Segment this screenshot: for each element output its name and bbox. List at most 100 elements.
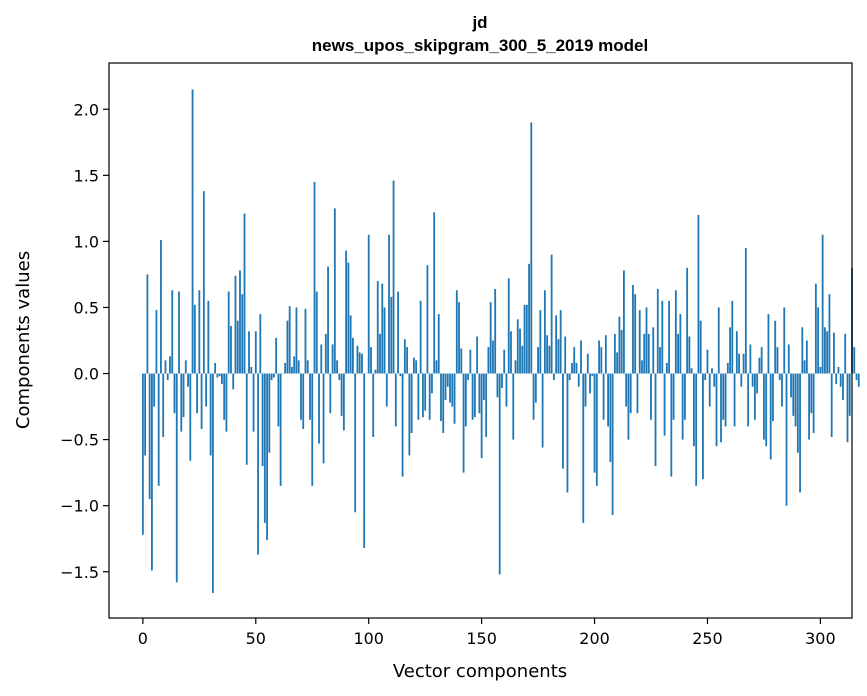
bar-250 — [706, 349, 709, 374]
bar-31 — [211, 373, 214, 593]
bar-201 — [595, 373, 598, 486]
bar-78 — [318, 373, 320, 444]
bar-59 — [275, 337, 278, 374]
bar-288 — [792, 373, 795, 416]
bar-249 — [704, 373, 707, 381]
bar-243 — [690, 368, 693, 374]
bar-223 — [645, 307, 648, 374]
bar-75 — [311, 373, 314, 486]
bar-103 — [374, 369, 377, 374]
bar-213 — [623, 270, 625, 374]
x-tick-label: 150 — [466, 629, 497, 648]
y-axis-label: Components values — [13, 251, 34, 429]
bar-263 — [735, 331, 738, 374]
bar-20 — [187, 373, 189, 387]
bar-44 — [241, 294, 244, 374]
bar-230 — [661, 300, 664, 374]
bar-56 — [268, 373, 271, 453]
bar-202 — [598, 340, 600, 374]
bar-159 — [501, 373, 503, 389]
bar-98 — [363, 373, 366, 548]
bar-81 — [324, 333, 327, 374]
bar-276 — [765, 373, 768, 447]
bar-42 — [236, 320, 239, 374]
bar-28 — [205, 373, 208, 407]
bar-64 — [286, 320, 289, 374]
bar-83 — [329, 373, 332, 414]
bar-209 — [613, 333, 616, 374]
bar-217 — [632, 285, 634, 374]
bar-132 — [440, 373, 442, 422]
bar-238 — [679, 314, 682, 374]
bar-216 — [629, 373, 632, 414]
bar-235 — [672, 373, 675, 420]
bar-63 — [284, 362, 287, 374]
bar-120 — [412, 357, 415, 374]
bar-73 — [306, 360, 309, 374]
y-axis: −1.5 −1.0 −0.5 0.0 0.5 1.0 1.5 2.0 — [60, 100, 109, 582]
y-tick-label: 0.0 — [74, 365, 99, 384]
x-axis: 0 50 100 150 200 250 300 — [138, 618, 836, 648]
bar-101 — [370, 347, 372, 374]
bar-182 — [552, 373, 555, 381]
x-tick-label: 50 — [246, 629, 266, 648]
bar-278 — [769, 373, 772, 460]
bar-89 — [342, 373, 345, 431]
bar-112 — [394, 373, 397, 427]
bar-115 — [401, 373, 404, 477]
bar-105 — [379, 333, 381, 374]
bar-114 — [399, 373, 402, 377]
bar-37 — [225, 373, 228, 432]
bar-244 — [693, 373, 695, 447]
bar-240 — [683, 373, 686, 420]
bar-257 — [722, 373, 725, 420]
chart-title: jd — [471, 13, 487, 32]
bar-293 — [803, 360, 806, 374]
bar-122 — [417, 373, 420, 420]
bar-35 — [221, 373, 223, 385]
bar-290 — [796, 373, 799, 453]
bar-24 — [196, 373, 198, 414]
bar-297 — [812, 373, 815, 433]
bar-179 — [546, 335, 549, 374]
bar-109 — [388, 234, 390, 374]
bar-287 — [790, 373, 792, 398]
bar-49 — [252, 373, 255, 432]
x-tick-label: 0 — [138, 629, 148, 648]
bar-169 — [523, 304, 526, 374]
plot-frame — [108, 62, 853, 619]
bar-4 — [151, 373, 153, 571]
bar-160 — [503, 349, 506, 374]
bar-173 — [532, 373, 535, 420]
bar-226 — [652, 327, 655, 374]
bar-311 — [844, 333, 847, 374]
bar-79 — [320, 344, 323, 374]
x-tick-label: 300 — [805, 629, 836, 648]
bar-39 — [230, 325, 232, 374]
bar-13 — [171, 290, 174, 374]
bar-45 — [243, 213, 246, 374]
bar-121 — [415, 360, 418, 374]
bar-281 — [776, 347, 779, 374]
bar-269 — [749, 344, 752, 374]
bar-1 — [144, 373, 147, 456]
bar-167 — [519, 328, 521, 374]
bar-80 — [322, 373, 325, 464]
bar-291 — [799, 373, 801, 493]
bar-316 — [855, 373, 858, 381]
x-tick-label: 100 — [353, 629, 384, 648]
bar-128 — [431, 373, 433, 394]
bar-135 — [446, 373, 449, 387]
bar-175 — [537, 347, 539, 374]
bar-258 — [724, 373, 727, 427]
bar-87 — [338, 373, 341, 381]
bar-23 — [193, 304, 196, 374]
bar-53 — [261, 373, 264, 467]
y-tick-label: 2.0 — [74, 100, 99, 119]
bar-245 — [695, 373, 698, 486]
bar-310 — [842, 373, 844, 400]
bar-14 — [173, 373, 176, 414]
bar-10 — [164, 360, 167, 374]
bar-118 — [408, 373, 411, 456]
